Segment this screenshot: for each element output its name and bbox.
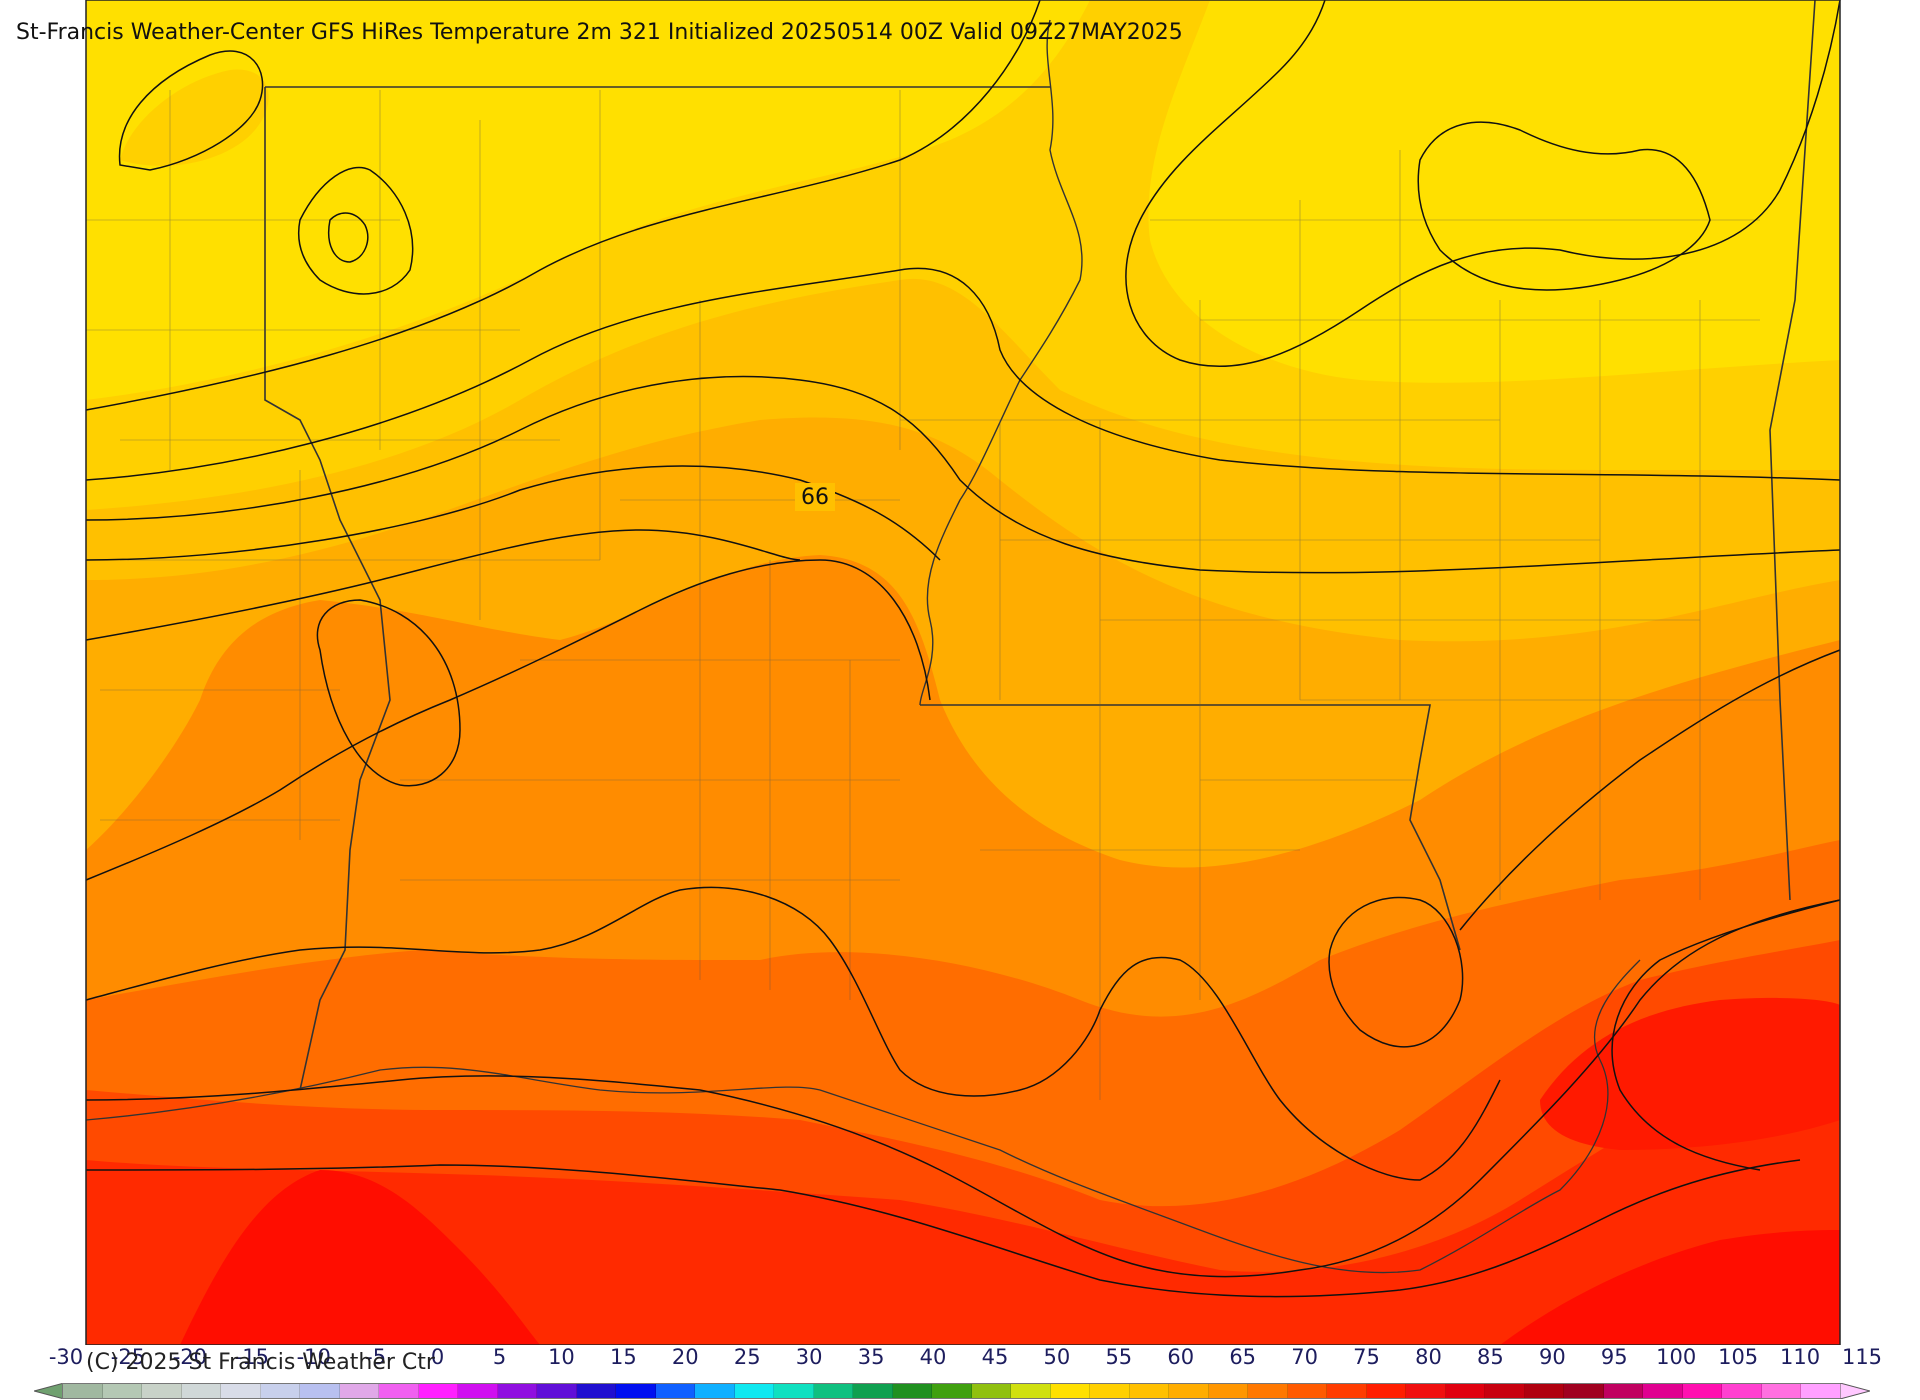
colorbar-tick-label: 55 <box>1105 1345 1133 1369</box>
colorbar-tick-label: 70 <box>1291 1345 1318 1369</box>
colorbar-swatch <box>932 1384 972 1398</box>
colorbar-tick-label: 50 <box>1043 1345 1071 1369</box>
colorbar-tick-label: 75 <box>1353 1345 1380 1369</box>
band-red <box>86 1020 1840 1345</box>
colorbar-swatch <box>853 1384 893 1398</box>
colorbar-tick-label: 10 <box>548 1345 575 1369</box>
band-deep-red <box>180 1170 540 1345</box>
colorbar-tick-label: 65 <box>1229 1345 1257 1369</box>
colorbar-swatch <box>1406 1384 1446 1398</box>
colorbar-swatch <box>1801 1384 1841 1398</box>
colorbar-swatch <box>813 1384 853 1398</box>
colorbar-tick-label: 95 <box>1600 1345 1628 1369</box>
colorbar-swatch <box>458 1384 498 1398</box>
colorbar-swatch <box>1090 1384 1130 1398</box>
colorbar-swatch <box>379 1384 419 1398</box>
colorbar-swatch <box>655 1384 695 1398</box>
colorbar-swatch <box>418 1384 458 1398</box>
colorbar-tick-label: 80 <box>1415 1345 1442 1369</box>
colorbar-swatch <box>1327 1384 1367 1398</box>
colorbar-swatch <box>695 1384 735 1398</box>
colorbar-tick-label: 100 <box>1656 1345 1697 1369</box>
colorbar-swatch <box>734 1384 774 1398</box>
colorbar-tick-label: 35 <box>857 1345 885 1369</box>
colorbar-tick-label: 85 <box>1477 1345 1504 1369</box>
colorbar-strip <box>62 1383 1842 1399</box>
colorbar-swatch <box>971 1384 1011 1398</box>
isotherms <box>85 0 1841 1298</box>
colorbar-tick-label: 45 <box>981 1345 1009 1369</box>
map-frame <box>85 0 1841 1345</box>
temperature-fill <box>86 0 1840 1345</box>
colorbar-swatch <box>1761 1384 1801 1398</box>
colorbar-swatch <box>616 1384 656 1398</box>
colorbar-tick-label: 30 <box>795 1345 823 1369</box>
colorbar-swatch <box>181 1384 221 1398</box>
temperature-map: 66 <box>85 0 1841 1345</box>
colorbar-tick-label: -5 <box>365 1345 387 1369</box>
colorbar-tick-label: 5 <box>492 1345 507 1369</box>
band-deep-red-3 <box>1540 997 1840 1150</box>
colorbar-tick-label: 0 <box>430 1345 445 1369</box>
colorbar-tick-label: 20 <box>671 1345 699 1369</box>
state-border-west <box>264 87 391 1091</box>
colorbar-swatch <box>1564 1384 1604 1398</box>
band-pocket-ne <box>1415 126 1721 297</box>
colorbar-swatch <box>537 1384 577 1398</box>
colorbar-swatch <box>102 1384 142 1398</box>
colorbar-swatch <box>1722 1384 1762 1398</box>
contour-label-66-group: 66 <box>795 483 835 511</box>
colorbar-swatch <box>142 1384 182 1398</box>
colorbar-swatch <box>576 1384 616 1398</box>
colorbar-swatch <box>1524 1384 1564 1398</box>
colorbar-swatch <box>1603 1384 1643 1398</box>
boundaries <box>85 0 1816 1274</box>
colorbar-tick-label: -15 <box>234 1345 269 1369</box>
colorbar-tick-label: 105 <box>1718 1345 1759 1369</box>
colorbar-swatch <box>221 1384 261 1398</box>
colorbar-tick-label: 115 <box>1841 1345 1883 1369</box>
colorbar-swatch <box>1050 1384 1090 1398</box>
colorbar-tick-label: 40 <box>919 1345 947 1369</box>
colorbar-tick-label: 110 <box>1780 1345 1821 1369</box>
band-deep-red-2 <box>1500 1230 1840 1345</box>
colorbar-tick-label: -30 <box>48 1345 84 1369</box>
colorbar-tick-label: -20 <box>172 1345 208 1369</box>
colorbar-swatch <box>339 1384 379 1398</box>
colorbar-tick-label: -25 <box>110 1345 146 1369</box>
colorbar-swatch <box>892 1384 932 1398</box>
map-title: St-Francis Weather-Center GFS HiRes Temp… <box>16 20 1183 45</box>
colorbar-tick-label: -10 <box>296 1345 331 1369</box>
contour-label-66: 66 <box>801 485 829 510</box>
colorbar-swatch <box>300 1384 340 1398</box>
colorbar-swatch <box>63 1384 103 1398</box>
copyright-text: (C) 2025 St Francis Weather Ctr <box>86 1350 435 1375</box>
coastline <box>85 959 1641 1274</box>
colorbar-swatch <box>1129 1384 1169 1398</box>
colorbar-swatch <box>1643 1384 1683 1398</box>
colorbar-swatch <box>1485 1384 1525 1398</box>
colorbar-swatch <box>1248 1384 1288 1398</box>
colorbar-swatch <box>1682 1384 1722 1398</box>
colorbar-swatch <box>774 1384 814 1398</box>
colorbar-tick-label: 60 <box>1167 1345 1195 1369</box>
colorbar-tick-label: 90 <box>1538 1345 1566 1369</box>
colorbar-left-arrow <box>34 1383 64 1399</box>
colorbar-tick-label: 25 <box>733 1345 761 1369</box>
colorbar-legend: -30 -25 -20 -15 -10 -5 0 5 10 15 20 25 30 35 40 45 50 55 6… <box>0 1345 1920 1400</box>
state-border-east <box>1769 0 1816 901</box>
colorbar-swatch <box>497 1384 537 1398</box>
colorbar-swatch <box>1287 1384 1327 1398</box>
state-border-ms-la <box>920 704 1461 951</box>
colorbar-swatch <box>1169 1384 1209 1398</box>
colorbar-swatch <box>1208 1384 1248 1398</box>
colorbar-tick-label: 15 <box>610 1345 637 1369</box>
colorbar-swatch <box>1011 1384 1051 1398</box>
colorbar-swatch <box>1445 1384 1485 1398</box>
colorbar-swatch <box>1366 1384 1406 1398</box>
band-pocket-nw <box>120 69 269 166</box>
colorbar-right-arrow <box>1840 1383 1870 1399</box>
colorbar-swatch <box>260 1384 300 1398</box>
